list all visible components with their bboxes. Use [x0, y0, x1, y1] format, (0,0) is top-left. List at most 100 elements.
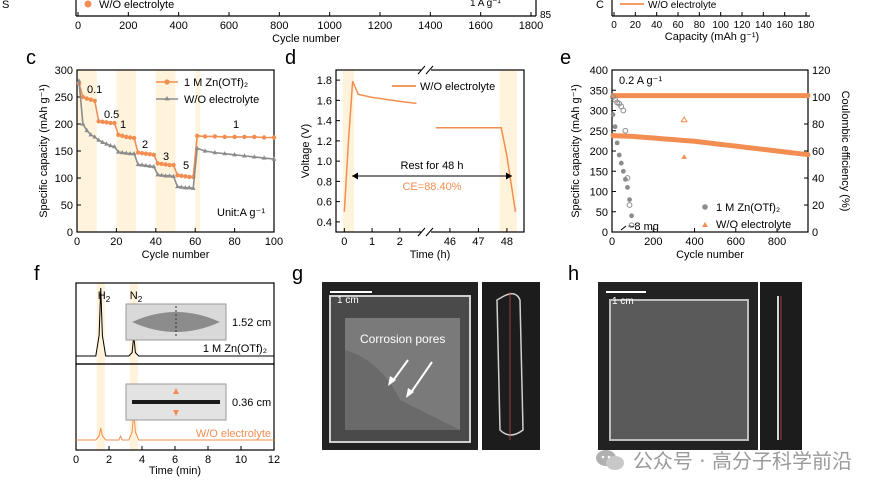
- data-point: [610, 133, 616, 138]
- data-point: [261, 155, 267, 160]
- top-left-xtick-label: 0: [75, 20, 81, 32]
- top-right-xtick-label: 160: [776, 20, 793, 31]
- watermark: 公众号 · 高分子科学前沿: [595, 445, 852, 474]
- legend-label: W/O electrolyte: [420, 81, 495, 93]
- axis-break-mark: [417, 65, 426, 75]
- x-tick-label: 48: [501, 236, 513, 248]
- x-axis-label: Cycle number: [142, 249, 210, 261]
- data-point: [261, 135, 267, 140]
- data-point: [151, 152, 157, 157]
- data-point: [80, 94, 86, 100]
- data-point: [222, 151, 228, 156]
- data-point: [104, 141, 109, 146]
- data-point: [692, 138, 697, 143]
- data-point: [124, 134, 129, 140]
- y-tick-label: 300: [590, 106, 608, 118]
- data-point: [159, 161, 164, 167]
- data-point: [175, 184, 180, 189]
- legend-label: W/O electrolyte: [184, 94, 259, 106]
- thickness-arrow-bottom: [173, 410, 179, 416]
- data-point: [805, 152, 811, 157]
- y-tick-label: 200: [55, 119, 73, 131]
- panel-g-caption: Corrosion pores: [360, 332, 445, 346]
- y-right-tick-label: 0: [812, 227, 818, 239]
- data-point: [723, 142, 728, 147]
- top-right-axis-tick: 85: [540, 10, 552, 21]
- y-right-tick-label: 80: [812, 119, 824, 131]
- x-tick-label: 20: [110, 236, 122, 248]
- x-tick-label: 0: [341, 236, 347, 248]
- y-tick-label: 0.4: [317, 217, 332, 229]
- rate-annotation: 5: [183, 160, 189, 172]
- data-point: [640, 134, 646, 139]
- x-tick-label: 8: [205, 454, 211, 466]
- data-point: [743, 144, 749, 149]
- legend-marker-orange: [84, 0, 92, 8]
- y-tick-label: 0.6: [317, 197, 332, 209]
- top-left-xtick-label: 1000: [317, 20, 341, 32]
- data-point: [135, 161, 141, 167]
- y-tick-label: 1.4: [317, 116, 332, 128]
- data-point: [733, 143, 739, 148]
- data-point: [242, 134, 247, 140]
- legend-label: 1 M Zn(OTf)₂: [716, 202, 780, 214]
- data-point: [104, 120, 109, 125]
- top-right-xlabel: Capacity (mAh g⁻¹): [665, 31, 759, 43]
- data-point: [702, 139, 708, 144]
- data-point: [159, 172, 165, 177]
- data-point: [96, 137, 102, 142]
- data-point: [622, 127, 629, 134]
- x-tick-label: 40: [150, 236, 162, 248]
- data-point: [625, 185, 630, 190]
- panel-g-scale-label: 1 cm: [337, 295, 359, 306]
- n2-label: N: [130, 290, 138, 302]
- data-point: [163, 162, 168, 167]
- y-right-tick-label: 40: [812, 173, 824, 185]
- panel-g-arrowhead-1: [388, 376, 396, 386]
- top-left-xtick-label: 1800: [519, 20, 543, 32]
- watermark-text: 公众号 · 高分子科学前沿: [632, 449, 852, 473]
- data-point: [630, 133, 635, 138]
- top-right-xtick-label: 60: [672, 20, 684, 31]
- mass-pointer: [620, 225, 627, 231]
- data-point: [179, 184, 184, 189]
- data-point: [139, 162, 145, 167]
- x-tick-label: 80: [228, 236, 240, 248]
- data-point: [108, 120, 113, 126]
- ce-outlier: [680, 115, 688, 123]
- data-point: [212, 150, 218, 155]
- data-point: [650, 135, 656, 140]
- data-point: [252, 134, 257, 140]
- y-tick-label: 50: [596, 207, 608, 219]
- y-right-axis-label: Coulombic efficiency (%): [839, 91, 851, 212]
- data-point: [795, 150, 800, 155]
- top-left-xtick-label: 1400: [418, 20, 442, 32]
- panel-c: c 0 20 40 60 80 100 0 50 100 150 200 250 300 Cycle nu…: [26, 47, 283, 261]
- data-point: [182, 185, 188, 190]
- data-point: [139, 150, 145, 156]
- data-point: [167, 173, 172, 178]
- data-point: [84, 96, 90, 101]
- data-point: [120, 133, 125, 139]
- panel-c-letter: c: [26, 47, 36, 69]
- panel-g-side-profile: [496, 293, 524, 436]
- top-left-xtick-label: 1200: [368, 20, 392, 32]
- capacity-outlier: [681, 154, 688, 159]
- panel-c-plot: 0 20 40 60 80 100 0 50 100 150 200 250 300 Cycle numb…: [38, 65, 283, 261]
- rate-label: 1 A g⁻¹: [470, 0, 502, 9]
- h2-band: [96, 283, 105, 450]
- data-point: [183, 174, 188, 179]
- y-tick-label: 100: [55, 173, 73, 185]
- flat-thickness-label: 0.36 cm: [232, 397, 271, 409]
- unit-annotation: Unit:A g⁻¹: [217, 207, 265, 219]
- data-point: [618, 160, 624, 166]
- data-point: [143, 162, 149, 168]
- data-point: [712, 141, 718, 146]
- x-tick-label: 800: [768, 236, 786, 248]
- top-right-axis: W/O electrolyte Capacity (mAh g⁻¹) C S 0…: [2, 0, 815, 43]
- axis-break-mark: [425, 65, 434, 75]
- data-point: [123, 150, 129, 155]
- data-point: [610, 112, 616, 117]
